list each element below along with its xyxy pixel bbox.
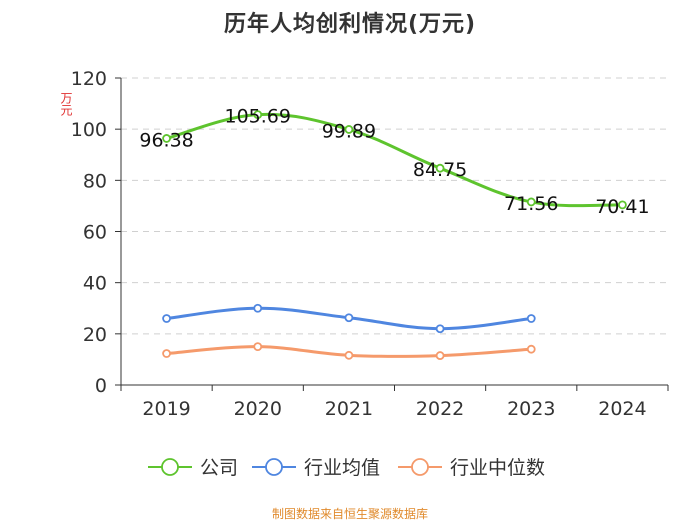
y-tick-label: 100 — [71, 119, 107, 141]
data-point — [253, 342, 263, 352]
data-point — [344, 313, 354, 323]
data-point — [526, 314, 536, 323]
data-point — [618, 200, 627, 210]
legend-label: 行业中位数 — [450, 457, 545, 479]
x-tick-label: 2022 — [416, 398, 464, 420]
legend-label: 公司 — [200, 457, 238, 479]
data-point — [435, 351, 445, 360]
data-label: 71.56 — [504, 193, 558, 215]
x-tick-label: 2024 — [598, 398, 646, 420]
y-tick-label: 40 — [83, 273, 107, 295]
y-tick-label: 0 — [95, 375, 107, 397]
data-point — [253, 110, 263, 120]
data-point — [162, 314, 171, 323]
series-line-公司 — [166, 112, 623, 208]
legend-label: 行业均值 — [304, 457, 380, 479]
data-point — [526, 197, 536, 207]
x-tick-label: 2023 — [507, 398, 555, 420]
x-tick-label: 2020 — [234, 398, 282, 420]
source-note: 制图数据来自恒生聚源数据库 — [271, 507, 428, 521]
x-tick-label: 2019 — [142, 398, 190, 420]
data-point — [344, 125, 354, 134]
y-tick-label: 20 — [83, 324, 107, 346]
data-point — [162, 134, 171, 143]
data-point — [253, 303, 263, 313]
y-tick-label: 120 — [71, 68, 107, 90]
data-label: 70.41 — [595, 196, 649, 218]
data-point — [435, 324, 445, 334]
x-tick-label: 2021 — [325, 398, 373, 420]
legend-marker — [265, 458, 283, 476]
legend-marker — [161, 458, 179, 476]
y-axis-label: 万元 — [59, 92, 73, 116]
data-point — [526, 344, 536, 354]
chart-title: 历年人均创利情况(万元) — [223, 12, 477, 37]
y-tick-label: 60 — [83, 222, 107, 244]
data-label: 105.69 — [225, 106, 291, 128]
data-label: 99.89 — [322, 120, 376, 142]
y-tick-label: 80 — [83, 170, 107, 192]
data-point — [162, 349, 171, 358]
data-label: 84.75 — [413, 159, 467, 181]
legend-marker — [411, 458, 429, 476]
data-point — [435, 163, 445, 173]
data-point — [344, 350, 354, 360]
data-label: 96.38 — [139, 129, 193, 151]
